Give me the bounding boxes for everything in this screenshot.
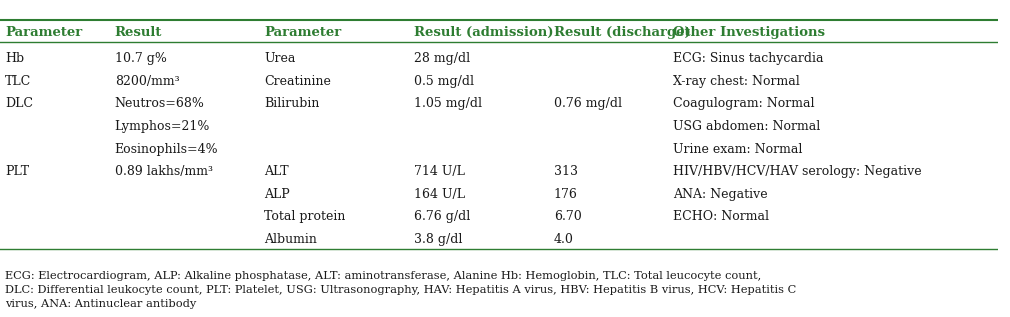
Text: 28 mg/dl: 28 mg/dl <box>414 52 470 65</box>
Text: ALP: ALP <box>265 188 290 201</box>
Text: Parameter: Parameter <box>5 26 82 39</box>
Text: 0.76 mg/dl: 0.76 mg/dl <box>553 98 622 111</box>
Text: ECHO: Normal: ECHO: Normal <box>674 210 770 223</box>
Text: ECG: Electrocardiogram, ALP: Alkaline phosphatase, ALT: aminotransferase, Alanin: ECG: Electrocardiogram, ALP: Alkaline ph… <box>5 271 796 309</box>
Text: 8200/mm³: 8200/mm³ <box>115 75 180 88</box>
Text: Urine exam: Normal: Urine exam: Normal <box>674 143 803 156</box>
Text: X-ray chest: Normal: X-ray chest: Normal <box>674 75 800 88</box>
Text: Neutros=68%: Neutros=68% <box>115 98 205 111</box>
Text: 10.7 g%: 10.7 g% <box>115 52 167 65</box>
Text: 4.0: 4.0 <box>553 233 574 246</box>
Text: 0.5 mg/dl: 0.5 mg/dl <box>414 75 474 88</box>
Text: ECG: Sinus tachycardia: ECG: Sinus tachycardia <box>674 52 824 65</box>
Text: Parameter: Parameter <box>265 26 341 39</box>
Text: DLC: DLC <box>5 98 33 111</box>
Text: Total protein: Total protein <box>265 210 345 223</box>
Text: 176: 176 <box>553 188 578 201</box>
Text: 313: 313 <box>553 165 578 178</box>
Text: 6.70: 6.70 <box>553 210 582 223</box>
Text: Result: Result <box>115 26 162 39</box>
Text: 1.05 mg/dl: 1.05 mg/dl <box>414 98 482 111</box>
Text: 3.8 g/dl: 3.8 g/dl <box>414 233 463 246</box>
Text: Creatinine: Creatinine <box>265 75 331 88</box>
Text: 6.76 g/dl: 6.76 g/dl <box>414 210 471 223</box>
Text: 714 U/L: 714 U/L <box>414 165 465 178</box>
Text: ANA: Negative: ANA: Negative <box>674 188 768 201</box>
Text: Albumin: Albumin <box>265 233 317 246</box>
Text: HIV/HBV/HCV/HAV serology: Negative: HIV/HBV/HCV/HAV serology: Negative <box>674 165 922 178</box>
Text: Hb: Hb <box>5 52 24 65</box>
Text: PLT: PLT <box>5 165 29 178</box>
Text: Lymphos=21%: Lymphos=21% <box>115 120 210 133</box>
Text: Other Investigations: Other Investigations <box>674 26 825 39</box>
Text: Urea: Urea <box>265 52 296 65</box>
Text: Result (admission): Result (admission) <box>414 26 553 39</box>
Text: 164 U/L: 164 U/L <box>414 188 465 201</box>
Text: Coagulogram: Normal: Coagulogram: Normal <box>674 98 815 111</box>
Text: 0.89 lakhs/mm³: 0.89 lakhs/mm³ <box>115 165 213 178</box>
Text: Result (discharge): Result (discharge) <box>553 26 691 39</box>
Text: Bilirubin: Bilirubin <box>265 98 320 111</box>
Text: TLC: TLC <box>5 75 31 88</box>
Text: USG abdomen: Normal: USG abdomen: Normal <box>674 120 820 133</box>
Text: ALT: ALT <box>265 165 289 178</box>
Text: Eosinophils=4%: Eosinophils=4% <box>115 143 218 156</box>
